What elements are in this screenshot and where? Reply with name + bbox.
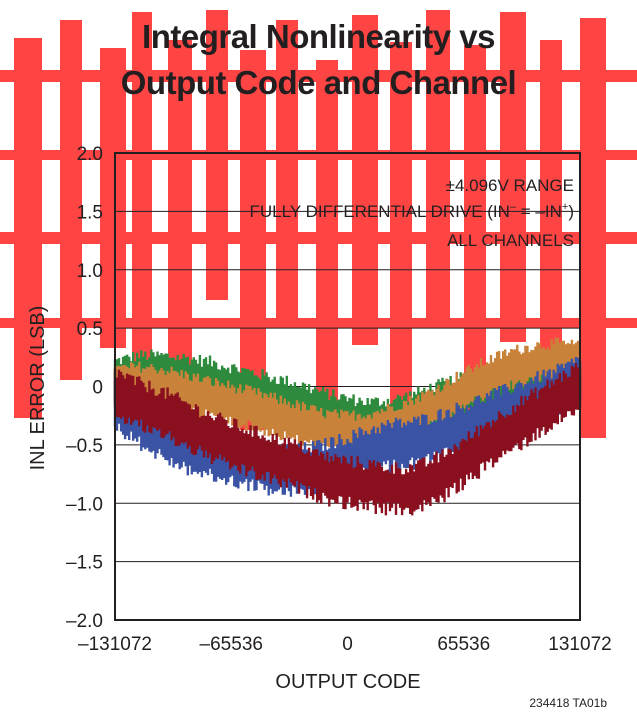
y-tick-label: –2.0 — [66, 611, 103, 632]
chart-title: Integral Nonlinearity vs — [142, 18, 495, 55]
tick-labels: 2.0 1.5 1.0 0.5 0 –0.5 –1.0 –1.5 –2.0–131072 –655… — [66, 144, 612, 655]
x-tick-label: 65536 — [437, 634, 490, 655]
figure-code: 234418 TA01b — [529, 696, 607, 710]
x-tick-label: 0 — [342, 634, 353, 655]
y-tick-label: 0.5 — [77, 319, 103, 340]
x-tick-label: 131072 — [548, 634, 611, 655]
annotation-drive: FULLY DIFFERENTIAL DRIVE (IN– = –IN+) — [250, 201, 574, 221]
annotation-range: ±4.096V RANGE — [446, 176, 574, 195]
y-tick-label: 1.5 — [77, 202, 103, 223]
y-tick-label: –1.5 — [66, 553, 103, 574]
y-tick-label: 1.0 — [77, 261, 103, 282]
y-tick-label: –0.5 — [66, 436, 103, 457]
y-axis-label: INL ERROR (LSB) — [27, 306, 49, 471]
plot-frame — [114, 152, 581, 621]
y-tick-label: 0 — [92, 378, 103, 399]
annotation-channels: ALL CHANNELS — [447, 231, 574, 250]
x-tick-label: –65536 — [200, 634, 263, 655]
y-tick-label: –1.0 — [66, 494, 103, 515]
x-tick-label: –131072 — [78, 634, 152, 655]
annotation-box: ±4.096V RANGE FULLY DIFFERENTIAL DRIVE (… — [250, 176, 574, 250]
series-layer — [113, 337, 582, 516]
chart-subtitle: Output Code and Channel — [120, 64, 517, 101]
y-tick-label: 2.0 — [77, 144, 103, 165]
x-axis-label: OUTPUT CODE — [275, 671, 420, 693]
